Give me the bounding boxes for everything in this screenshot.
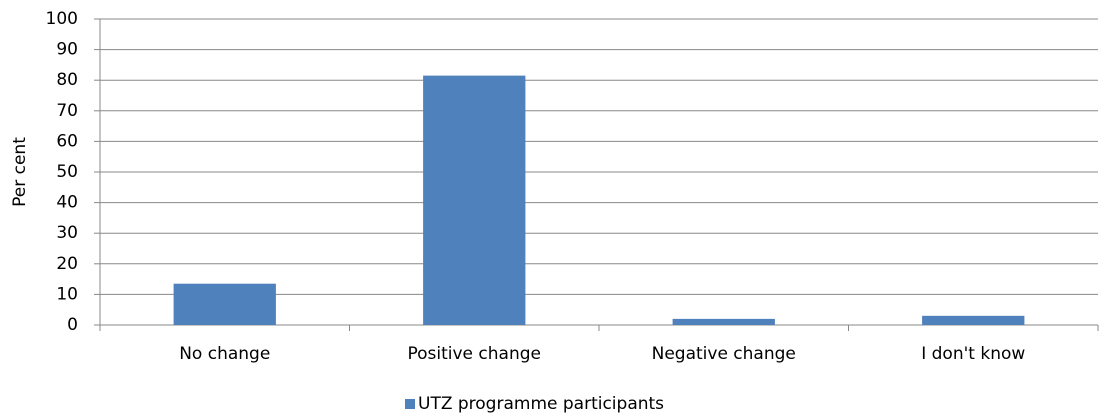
y-tick-label: 10 (56, 284, 78, 304)
bar (423, 75, 526, 325)
x-tick-label: I don't know (921, 344, 1025, 364)
y-tick-label: 30 (56, 223, 78, 243)
y-tick-label: 70 (56, 101, 78, 121)
bar (672, 318, 775, 325)
y-tick-label: 80 (56, 70, 78, 90)
x-tick-label: Positive change (407, 344, 541, 364)
y-tick-label: 20 (56, 254, 78, 274)
legend-label: UTZ programme participants (418, 394, 664, 414)
legend-swatch (405, 399, 415, 409)
y-tick-label: 0 (67, 315, 78, 335)
x-tick-label: No change (179, 344, 270, 364)
y-tick-label: 50 (56, 162, 78, 182)
y-axis-label: Per cent (10, 137, 30, 207)
y-tick-label: 90 (56, 40, 78, 60)
bar (173, 283, 276, 325)
y-tick-label: 40 (56, 193, 78, 213)
x-tick-label: Negative change (652, 344, 796, 364)
bar (922, 315, 1025, 325)
y-tick-label: 60 (56, 131, 78, 151)
y-tick-label: 100 (46, 9, 78, 29)
